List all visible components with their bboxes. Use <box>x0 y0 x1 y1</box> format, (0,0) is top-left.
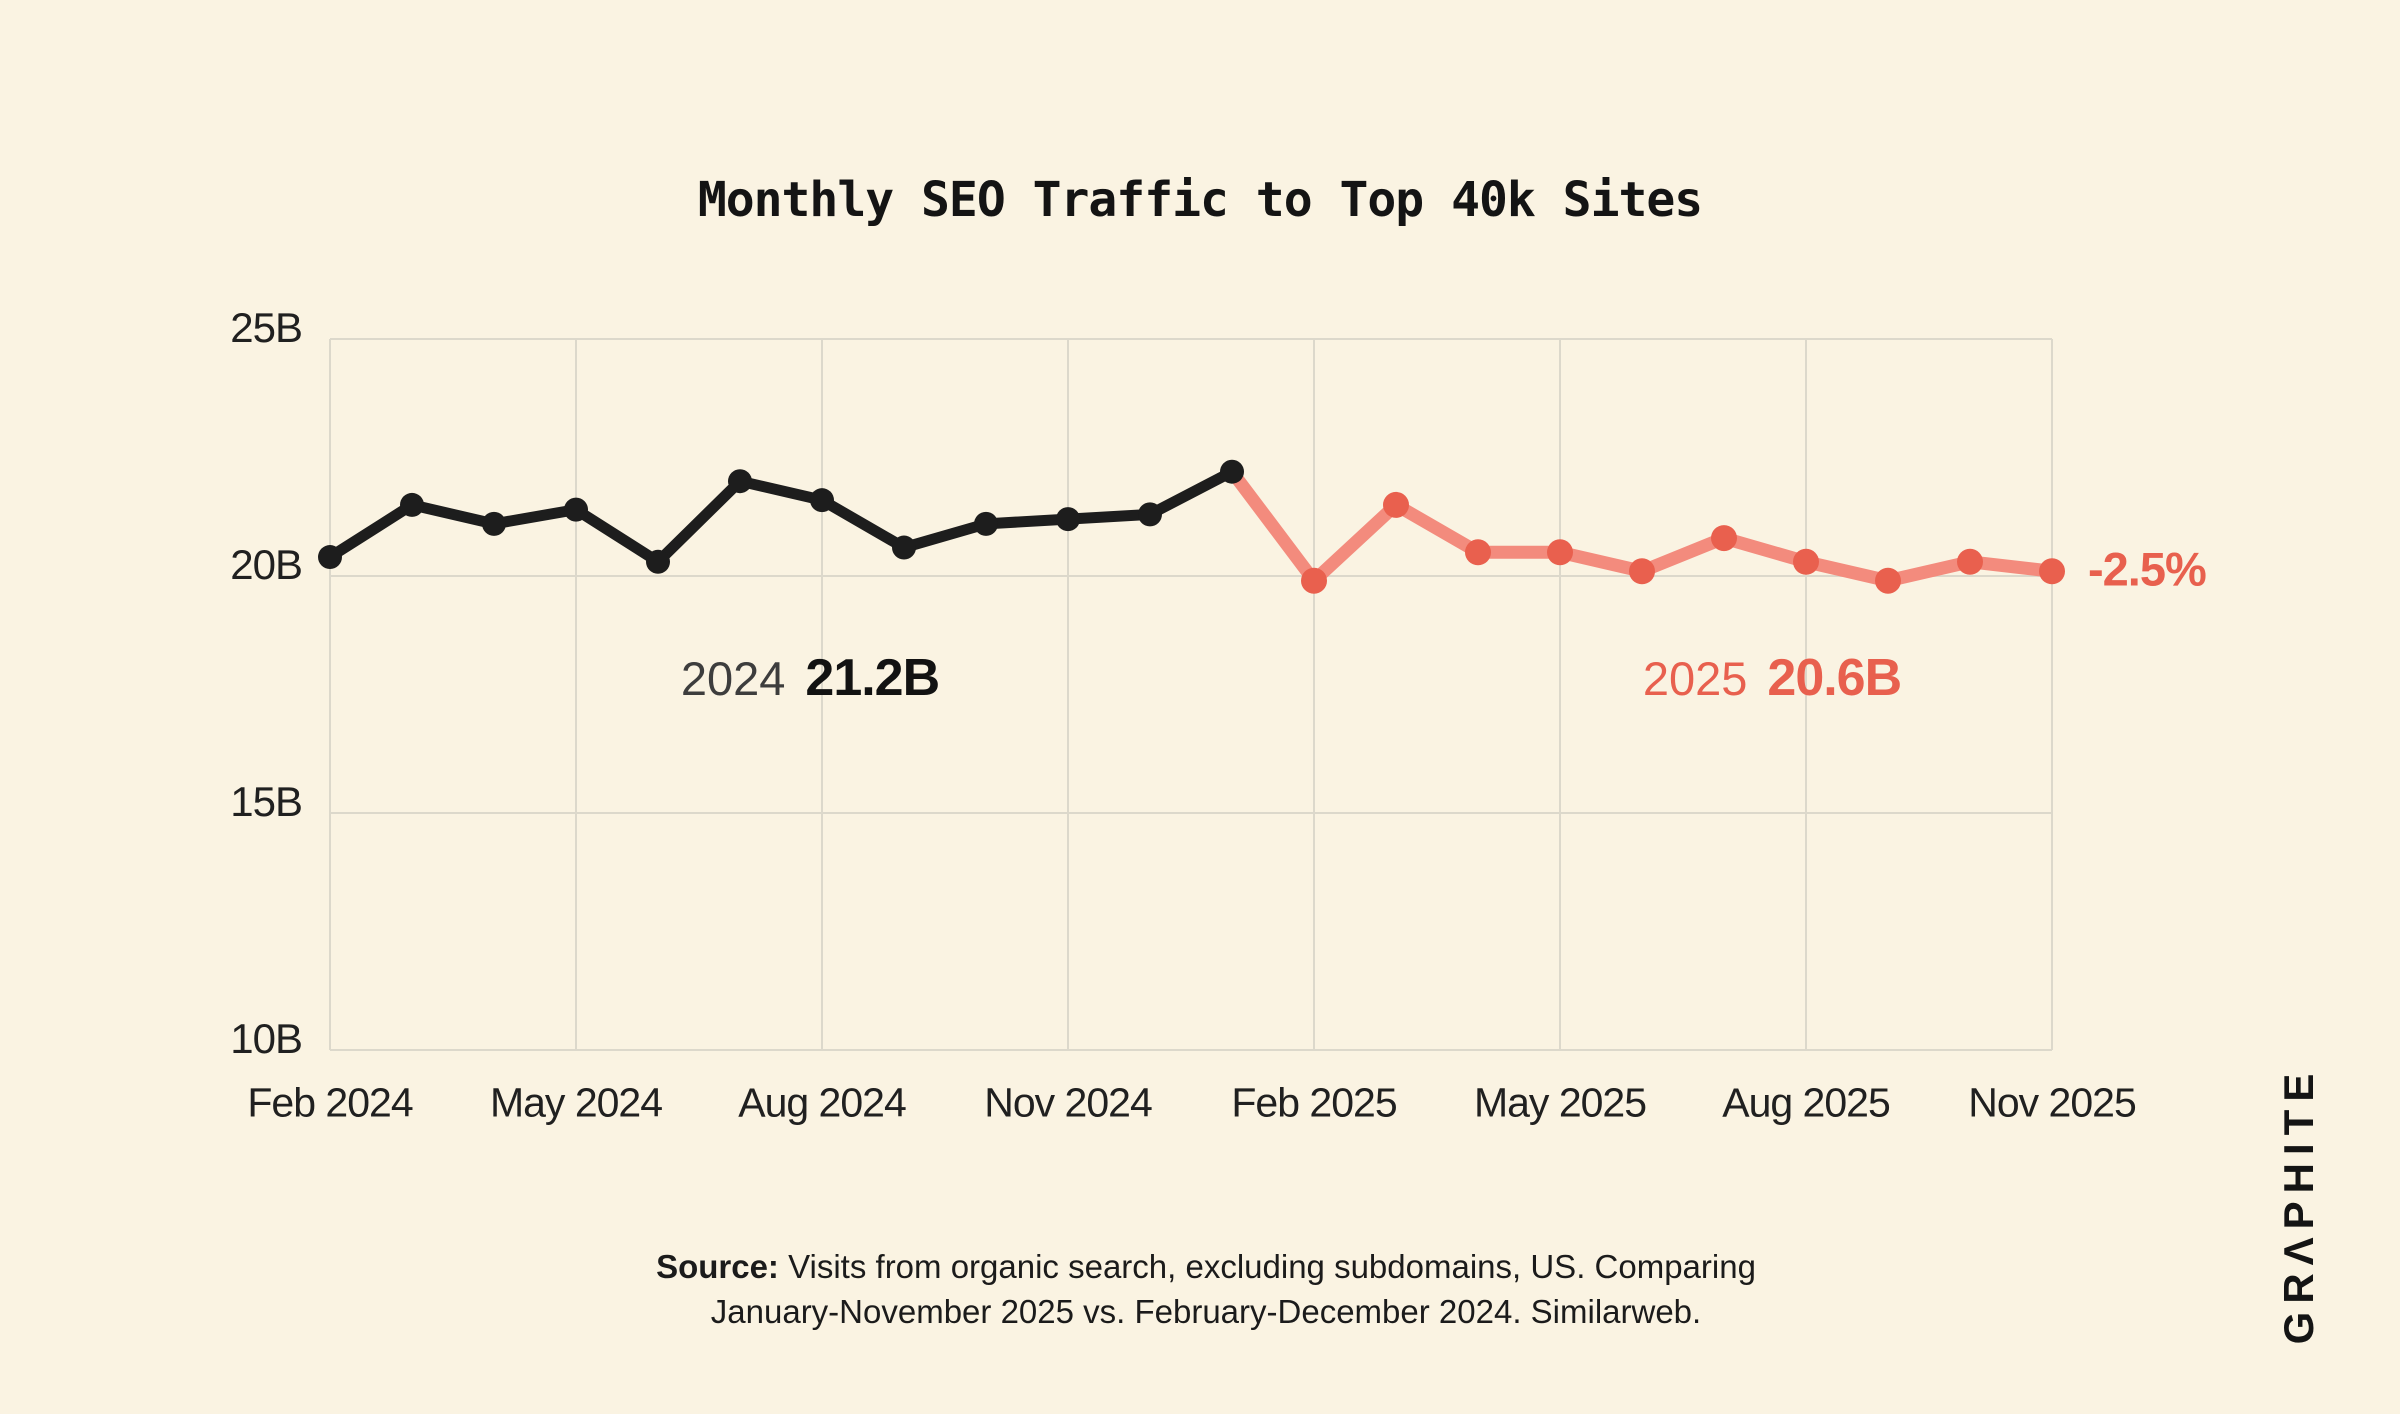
x-tick-label: Feb 2024 <box>247 1079 413 1126</box>
source-label: Source: <box>656 1248 779 1285</box>
series-2024-point <box>482 511 506 536</box>
x-tick-label: May 2025 <box>1473 1079 1647 1126</box>
annotation-2024-average: 2024 21.2B <box>680 648 940 708</box>
series-2024-point <box>728 469 752 494</box>
series-2024-point <box>564 497 588 522</box>
series-2024-point <box>810 488 834 513</box>
x-tick-label: Aug 2025 <box>1722 1079 1891 1126</box>
series-2025-point <box>2039 558 2065 585</box>
series-2024-point <box>1056 507 1080 532</box>
annotation-2024-year: 2024 <box>680 652 786 705</box>
series-2025-point <box>1711 525 1737 552</box>
series-2025-point <box>1793 548 1819 575</box>
series-2025-point <box>1301 567 1327 594</box>
y-tick-label: 20B <box>230 541 303 588</box>
graphite-logo: GRΛPHITE <box>2275 1065 2322 1345</box>
change-percentage-label: -2.5% <box>2088 542 2207 596</box>
x-tick-label: May 2024 <box>489 1079 663 1126</box>
series-2025-point <box>1629 558 1655 585</box>
annotation-2025-value: 20.6B <box>1767 649 1902 707</box>
series-2024-point <box>646 549 670 574</box>
annotation-2024-value: 21.2B <box>805 649 940 707</box>
source-note: Source: Visits from organic search, excl… <box>0 1244 2400 1334</box>
x-tick-label: Feb 2025 <box>1231 1079 1397 1126</box>
series-2024-point <box>1220 459 1244 484</box>
series-2024-point <box>400 492 424 517</box>
series-2024-point <box>318 545 342 570</box>
series-2025-point <box>1547 539 1573 566</box>
annotation-2025-average: 2025 20.6B <box>1642 648 1902 708</box>
annotation-2025-year: 2025 <box>1642 652 1748 705</box>
source-line-1: Source: Visits from organic search, excl… <box>0 1244 2400 1289</box>
y-tick-label: 10B <box>230 1015 303 1062</box>
source-text: Visits from organic search, excluding su… <box>778 1248 1756 1285</box>
series-2024-point <box>974 511 998 536</box>
source-line-2: January-November 2025 vs. February-Decem… <box>710 1293 1702 1330</box>
y-tick-label: 25B <box>230 304 303 351</box>
x-tick-label: Aug 2024 <box>738 1079 907 1126</box>
series-2024-line <box>324 466 1238 568</box>
x-tick-label: Nov 2024 <box>984 1079 1153 1126</box>
series-2025-point <box>1383 491 1409 518</box>
x-tick-label: Nov 2025 <box>1968 1079 2137 1126</box>
series-2025-point <box>1465 539 1491 566</box>
series-2024-point <box>892 535 916 560</box>
series-2025-point <box>1957 548 1983 575</box>
chart-title: Monthly SEO Traffic to Top 40k Sites <box>697 172 1703 228</box>
series-2025-point <box>1875 567 1901 594</box>
y-tick-label: 15B <box>230 778 303 825</box>
series-2024-point <box>1138 502 1162 527</box>
